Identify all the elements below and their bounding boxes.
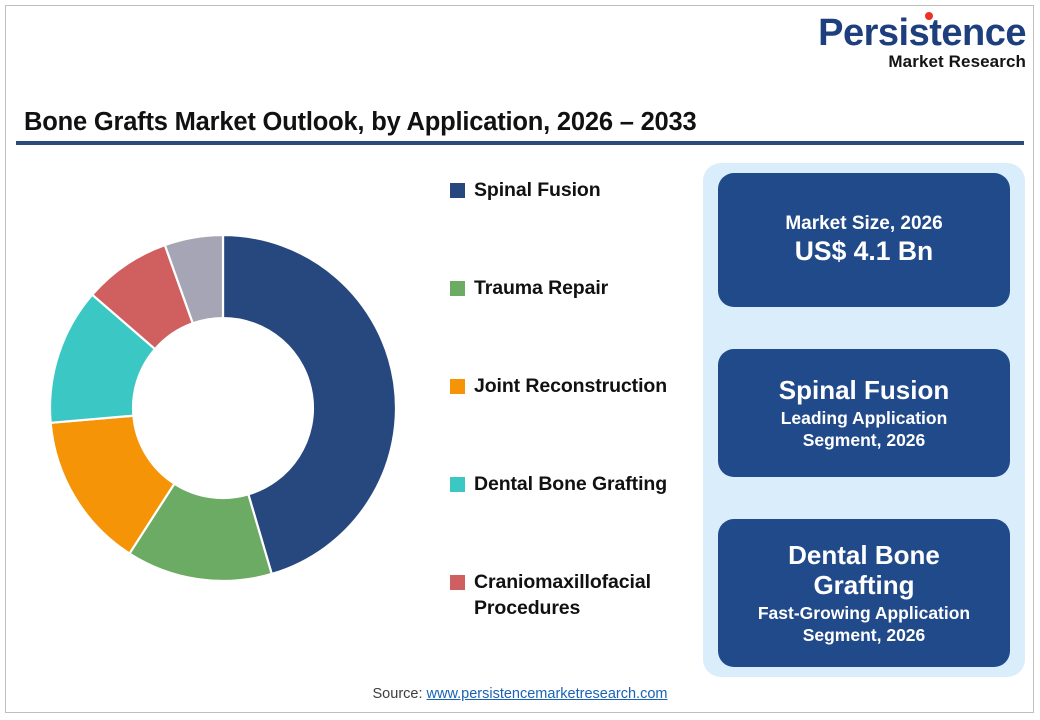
donut-slice-spinal-fusion[interactable]: [221, 233, 398, 576]
market-size-label: Market Size, 2026: [785, 213, 943, 235]
donut-chart-svg: [48, 233, 398, 583]
leading-segment-caption-line1: Leading Application: [780, 407, 948, 428]
source-prefix: Source:: [372, 686, 427, 702]
legend-item-craniomaxillofacial-procedures[interactable]: Craniomaxillofacial Procedures: [450, 570, 695, 668]
legend-swatch-icon: [450, 281, 465, 296]
leading-segment-name: Spinal Fusion: [778, 374, 950, 405]
legend-item-dental-bone-grafting[interactable]: Dental Bone Grafting: [450, 472, 695, 570]
fastest-growing-segment-caption-line2: Segment, 2026: [802, 624, 926, 645]
legend-swatch-icon: [450, 183, 465, 198]
legend-swatch-icon: [450, 477, 465, 492]
legend-item-spinal-fusion[interactable]: Spinal Fusion: [450, 178, 695, 276]
fastest-growing-segment-name-line2: Grafting: [813, 569, 915, 600]
legend-label: Craniomaxillofacial Procedures: [474, 571, 651, 619]
source-footer: Source: www.persistencemarketresearch.co…: [0, 686, 1040, 702]
page-title: Bone Grafts Market Outlook, by Applicati…: [24, 108, 697, 136]
fastest-growing-segment-name: Dental Bone Grafting: [788, 540, 940, 600]
logo-tagline: Market Research: [888, 52, 1026, 71]
legend-swatch-icon: [450, 379, 465, 394]
chart-legend: Spinal Fusion Trauma Repair Joint Recons…: [450, 178, 695, 668]
legend-label: Dental Bone Grafting: [474, 473, 668, 495]
company-logo: Persistence Market Research: [794, 12, 1026, 71]
legend-swatch-icon: [450, 575, 465, 590]
leading-segment-caption-line2: Segment, 2026: [802, 429, 926, 450]
legend-item-joint-reconstruction[interactable]: Joint Reconstruction: [450, 374, 695, 472]
fastest-growing-segment-caption-line1: Fast-Growing Application: [757, 602, 971, 623]
donut-slice-group: [48, 233, 398, 583]
market-size-card: Market Size, 2026 US$ 4.1 Bn: [718, 173, 1010, 307]
fastest-growing-segment-card: Dental Bone Grafting Fast-Growing Applic…: [718, 519, 1010, 667]
fastest-growing-segment-name-line1: Dental Bone: [788, 539, 940, 570]
market-size-value: US$ 4.1 Bn: [794, 236, 934, 267]
fastest-growing-segment-caption: Fast-Growing Application Segment, 2026: [758, 603, 970, 646]
highlights-panel: Market Size, 2026 US$ 4.1 Bn Spinal Fusi…: [703, 163, 1025, 677]
logo-wordmark: Persistence: [818, 12, 1026, 54]
legend-label: Trauma Repair: [474, 277, 609, 299]
source-link[interactable]: www.persistencemarketresearch.com: [426, 686, 668, 702]
legend-item-trauma-repair[interactable]: Trauma Repair: [450, 276, 695, 374]
legend-label: Joint Reconstruction: [474, 375, 668, 397]
donut-chart: [48, 233, 398, 583]
leading-segment-card: Spinal Fusion Leading Application Segmen…: [718, 349, 1010, 477]
leading-segment-caption: Leading Application Segment, 2026: [781, 408, 948, 451]
legend-label: Spinal Fusion: [474, 179, 601, 201]
logo-name: Persistence: [818, 12, 1026, 54]
logo-dot-icon: [925, 12, 934, 20]
donut-slice-others[interactable]: [163, 233, 225, 325]
title-divider: [16, 141, 1024, 145]
